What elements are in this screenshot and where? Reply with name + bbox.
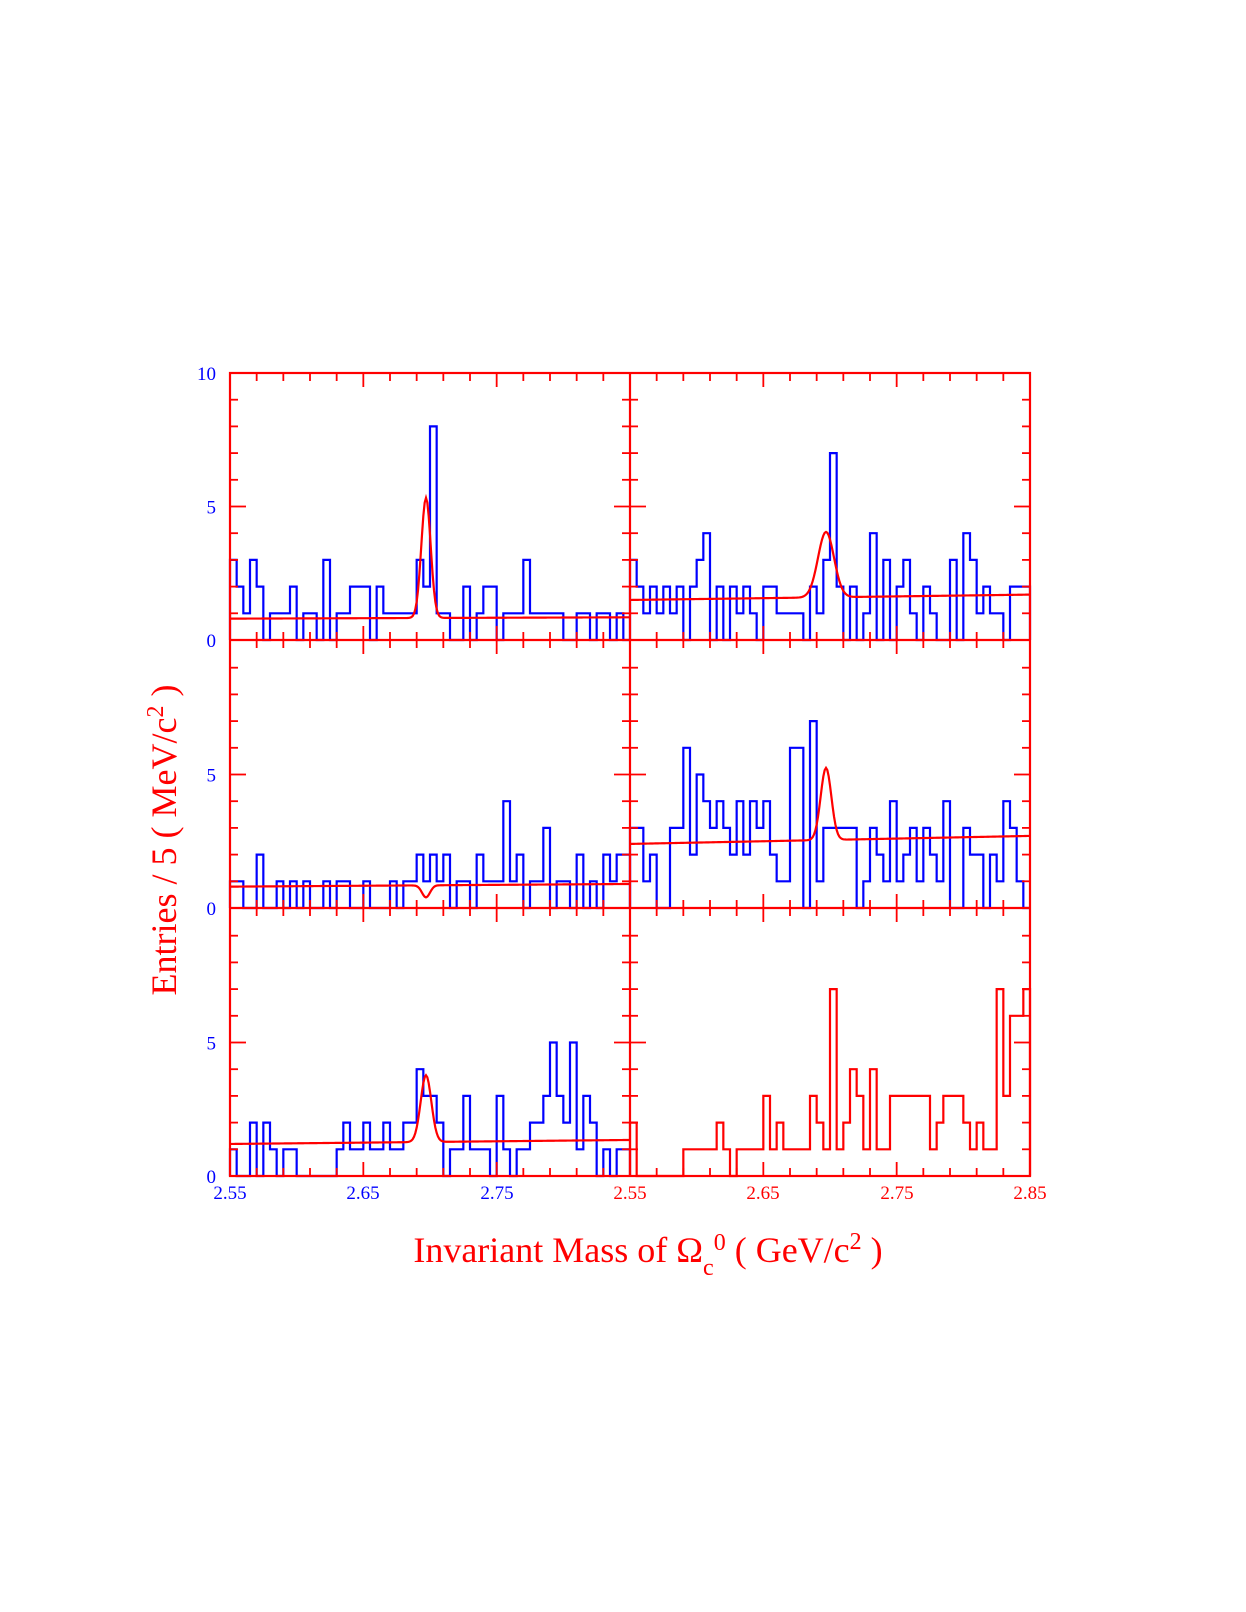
- y-tick-label: 5: [207, 498, 217, 519]
- x-tick-label: 2.75: [880, 1183, 913, 1204]
- fit-curve-top-left: [230, 493, 631, 620]
- panel-middle-right: [628, 720, 1031, 910]
- y-tick-label: 0: [207, 631, 217, 652]
- y-tick-label: 0: [207, 1167, 217, 1188]
- x-tick-label: 2.65: [346, 1183, 379, 1204]
- panel-bottom-right: [628, 988, 1032, 1178]
- histogram-top-left: [228, 425, 630, 642]
- fit-curve-middle-left: [229, 882, 631, 899]
- axis-labels-layer: 0 5 10 0 5 0 5 2.55 2.65 2.75 2.55 2.65 2.75 2.85: [197, 364, 1047, 1204]
- x-tick-label: 2.85: [1013, 1183, 1046, 1204]
- panels-layer: [228, 371, 1032, 1178]
- x-tick-label: 2.55: [213, 1183, 246, 1204]
- histogram-bottom-right: [628, 988, 1032, 1178]
- fit-curve-bottom-left: [229, 1073, 631, 1146]
- y-axis-title: Entries / 5 ( MeV/c2 ): [143, 685, 184, 996]
- y-tick-label: 10: [197, 364, 216, 385]
- y-tick-label: 5: [207, 1034, 217, 1055]
- panel-top-left: [228, 425, 631, 642]
- fit-curve-top-right: [629, 530, 1031, 602]
- panel-bottom-left: [228, 1041, 632, 1178]
- panel-top-right: [628, 452, 1032, 642]
- x-tick-label: 2.75: [480, 1183, 513, 1204]
- panel-middle-left: [228, 800, 632, 910]
- fit-curve-middle-right: [629, 765, 1031, 846]
- histogram-bottom-left: [228, 1041, 632, 1178]
- y-tick-label: 5: [207, 766, 217, 787]
- x-axis-title: Invariant Mass of Ωc0 ( GeV/c2 ): [413, 1229, 882, 1281]
- histogram-middle-right: [628, 720, 1030, 910]
- x-tick-label: 2.65: [746, 1183, 779, 1204]
- y-tick-label: 0: [207, 899, 217, 920]
- histogram-top-right: [628, 452, 1032, 642]
- x-tick-label: 2.55: [613, 1183, 646, 1204]
- tick-marks: [230, 373, 1030, 1176]
- histogram-middle-left: [228, 800, 632, 910]
